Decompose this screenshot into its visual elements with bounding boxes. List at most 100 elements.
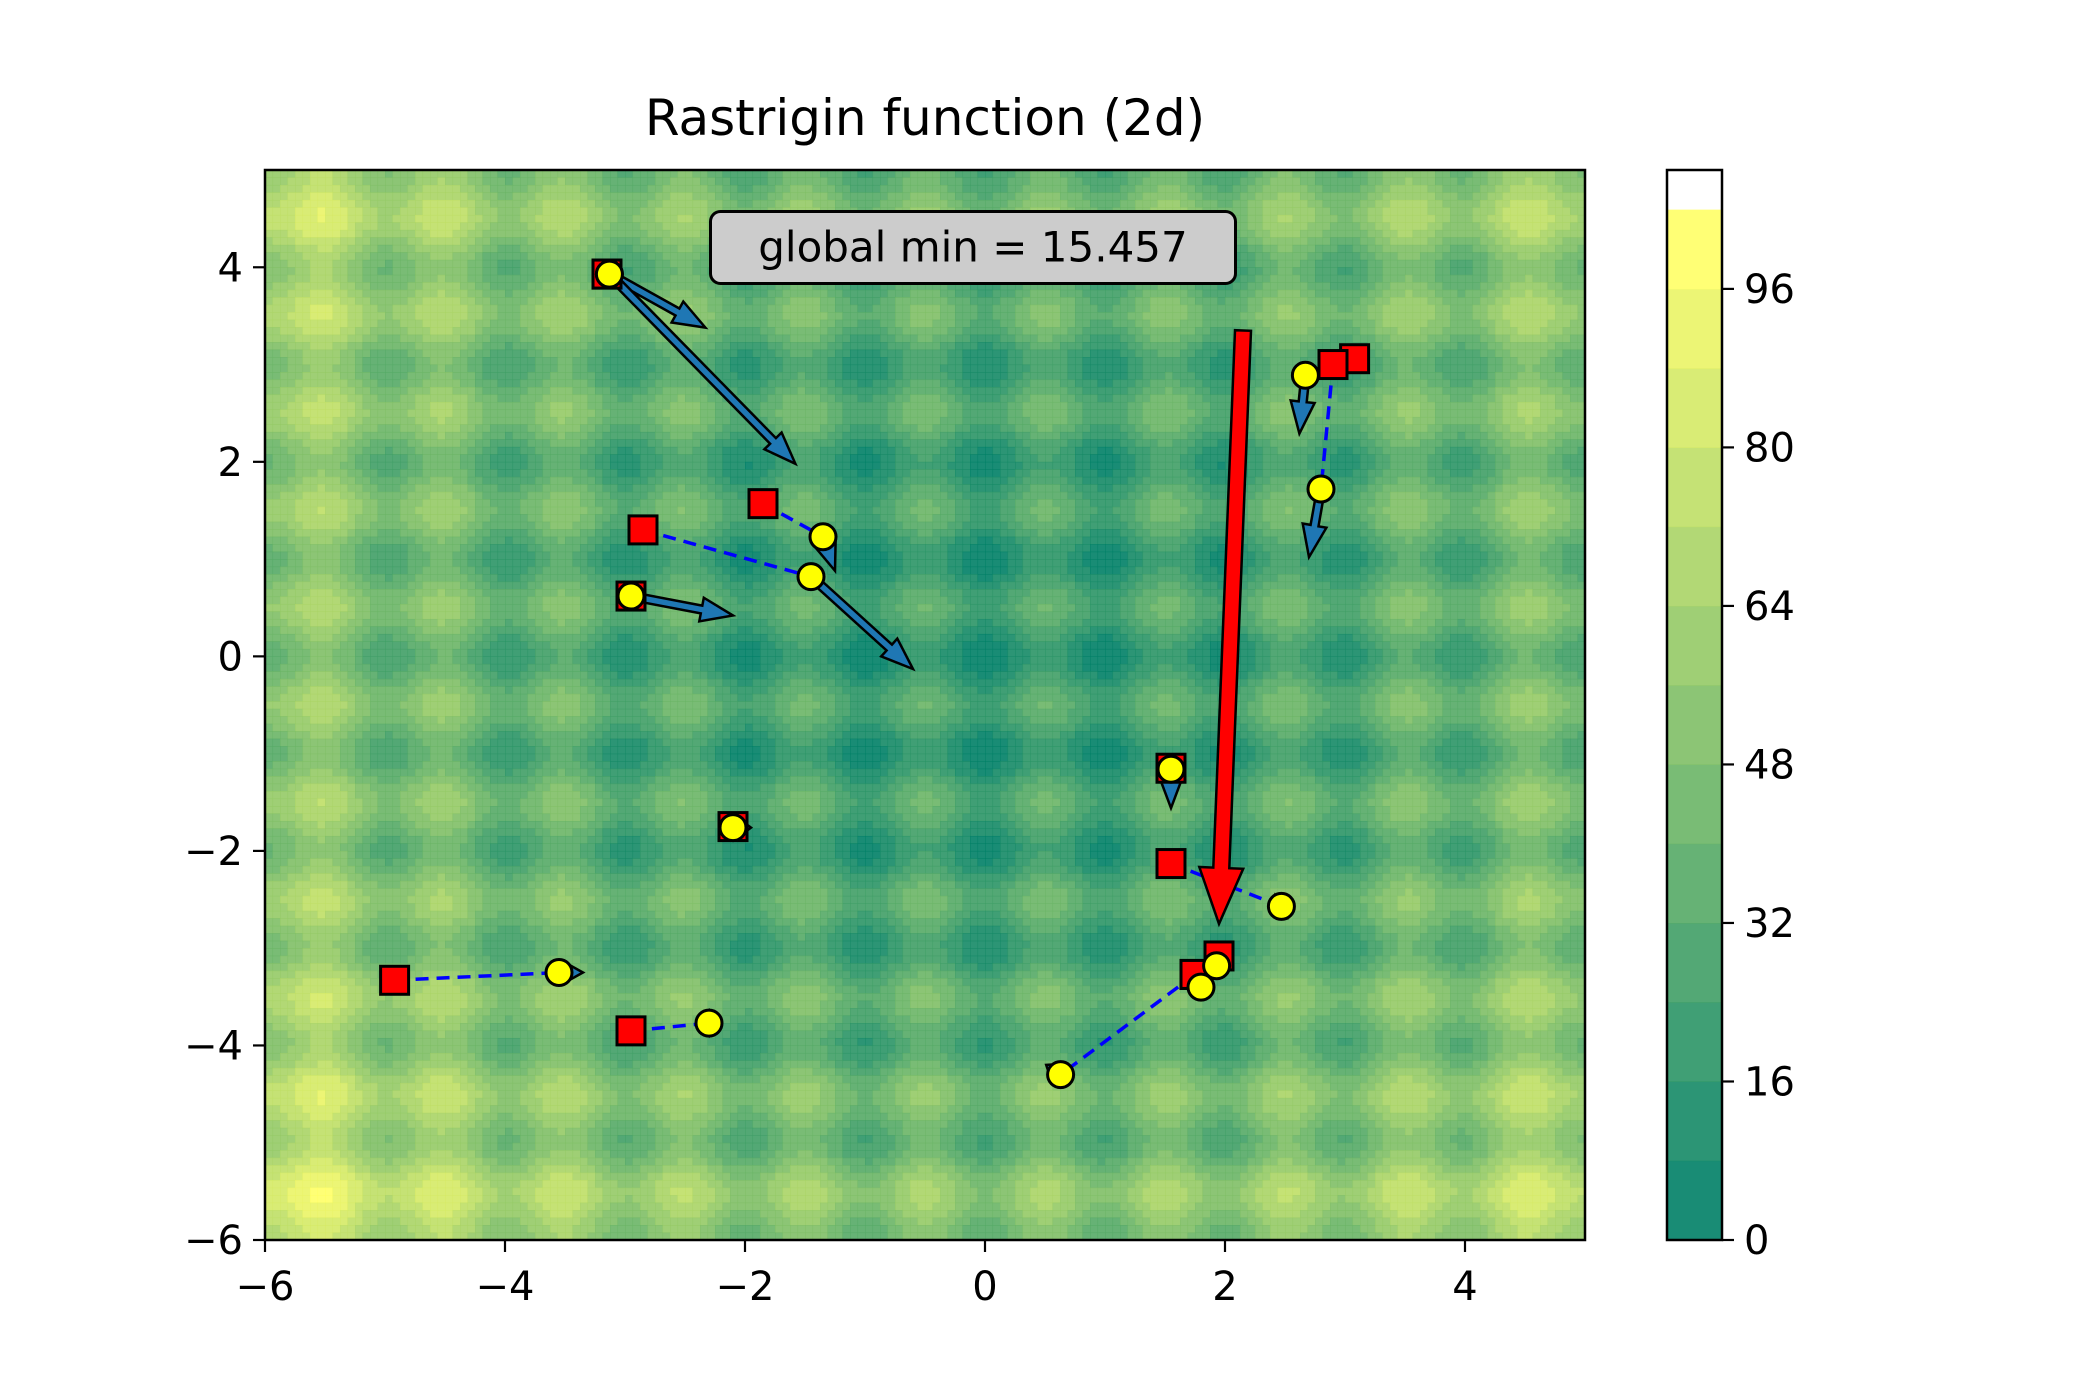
contour-cell — [1030, 327, 1038, 335]
contour-cell — [1015, 335, 1023, 343]
contour-cell — [1353, 177, 1361, 185]
contour-cell — [295, 207, 303, 215]
contour-cell — [1353, 222, 1361, 230]
contour-cell — [955, 200, 963, 208]
contour-cell — [1353, 335, 1361, 343]
contour-cell — [588, 320, 596, 328]
contour-cell — [1548, 335, 1556, 343]
contour-cell — [408, 222, 416, 230]
contour-cell — [415, 260, 423, 268]
contour-cell — [355, 207, 363, 215]
contour-cell — [1555, 215, 1563, 223]
contour-cell — [835, 192, 843, 200]
contour-cell — [1383, 237, 1391, 245]
contour-cell — [1173, 177, 1181, 185]
contour-cell — [363, 237, 371, 245]
contour-cell — [1173, 192, 1181, 200]
contour-cell — [1353, 215, 1361, 223]
contour-cell — [535, 342, 543, 350]
contour-cell — [288, 215, 296, 223]
contour-cell — [1450, 177, 1458, 185]
contour-cell — [1563, 245, 1571, 253]
contour-cell — [873, 335, 881, 343]
contour-cell — [1195, 320, 1203, 328]
contour-cell — [355, 312, 363, 320]
contour-cell — [708, 282, 716, 290]
contour-cell — [993, 342, 1001, 350]
contour-cell — [1420, 230, 1428, 238]
contour-cell — [1383, 192, 1391, 200]
contour-cell — [355, 305, 363, 313]
contour-cell — [1165, 177, 1173, 185]
contour-cell — [858, 185, 866, 193]
contour-cell — [415, 207, 423, 215]
contour-cell — [873, 192, 881, 200]
contour-cell — [618, 335, 626, 343]
contour-cell — [303, 342, 311, 350]
contour-cell — [400, 267, 408, 275]
contour-cell — [610, 245, 618, 253]
contour-cell — [1263, 282, 1271, 290]
contour-cell — [340, 335, 348, 343]
contour-cell — [843, 297, 851, 305]
contour-cell — [1368, 335, 1376, 343]
contour-cell — [415, 177, 423, 185]
contour-cell — [1323, 335, 1331, 343]
contour-cell — [1330, 252, 1338, 260]
contour-cell — [558, 320, 566, 328]
contour-cell — [333, 312, 341, 320]
contour-cell — [663, 267, 671, 275]
contour-cell — [348, 305, 356, 313]
contour-cell — [438, 275, 446, 283]
contour-cell — [1143, 305, 1151, 313]
contour-cell — [558, 350, 566, 358]
contour-cell — [1533, 320, 1541, 328]
contour-cell — [580, 327, 588, 335]
contour-cell — [1360, 290, 1368, 298]
contour-cell — [670, 215, 678, 223]
contour-cell — [618, 342, 626, 350]
contour-cell — [985, 177, 993, 185]
contour-cell — [378, 215, 386, 223]
contour-cell — [453, 342, 461, 350]
contour-cell — [1540, 207, 1548, 215]
contour-cell — [408, 192, 416, 200]
contour-cell — [415, 305, 423, 313]
contour-cell — [618, 237, 626, 245]
contour-cell — [1338, 252, 1346, 260]
contour-cell — [1008, 185, 1016, 193]
contour-cell — [1233, 192, 1241, 200]
contour-cell — [438, 260, 446, 268]
contour-cell — [678, 192, 686, 200]
contour-cell — [378, 342, 386, 350]
contour-cell — [985, 290, 993, 298]
contour-cell — [738, 177, 746, 185]
contour-cell — [963, 342, 971, 350]
contour-cell — [1570, 312, 1578, 320]
contour-cell — [1263, 327, 1271, 335]
contour-cell — [903, 342, 911, 350]
contour-cell — [1480, 260, 1488, 268]
contour-cell — [1165, 305, 1173, 313]
contour-cell — [640, 275, 648, 283]
contour-cell — [1383, 320, 1391, 328]
contour-cell — [775, 320, 783, 328]
contour-cell — [1503, 200, 1511, 208]
contour-cell — [415, 275, 423, 283]
contour-cell — [633, 222, 641, 230]
contour-cell — [1300, 305, 1308, 313]
contour-cell — [1533, 222, 1541, 230]
contour-cell — [355, 327, 363, 335]
contour-cell — [633, 215, 641, 223]
contour-cell — [918, 185, 926, 193]
contour-cell — [543, 237, 551, 245]
contour-cell — [903, 297, 911, 305]
contour-cell — [1293, 297, 1301, 305]
contour-cell — [423, 305, 431, 313]
contour-cell — [1000, 290, 1008, 298]
contour-cell — [1428, 192, 1436, 200]
contour-cell — [843, 200, 851, 208]
contour-cell — [783, 192, 791, 200]
contour-cell — [1188, 320, 1196, 328]
contour-cell — [1563, 192, 1571, 200]
